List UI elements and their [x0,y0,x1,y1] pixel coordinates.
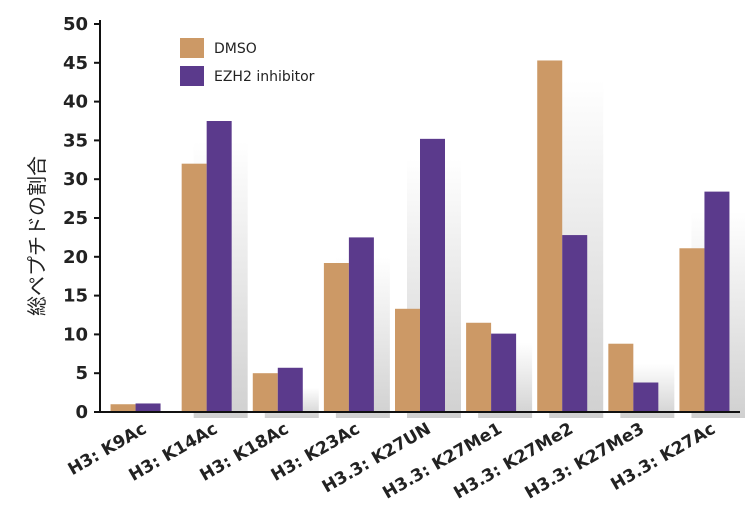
legend: DMSO EZH2 inhibitor [160,33,345,95]
legend-swatch-ezh2-inhibitor [180,66,204,86]
y-tick-label: 50 [63,14,88,35]
legend-label-ezh2-inhibitor: EZH2 inhibitor [214,69,315,85]
bar-dmso-h3-3-k27me2 [537,60,563,413]
bar-ezh2-inhibitor-h3-3-k27ac [704,191,730,412]
y-axis-label: 総ペプチドの割合 [25,156,49,316]
x-tick-label: H3.3: K27Me2 [451,419,577,503]
y-tick-label: 25 [63,208,88,229]
y-tick-labels: 0 5 10 15 20 25 30 35 40 45 50 [63,14,88,423]
axes [94,20,740,413]
bar-ezh2-inhibitor-h3-k23ac [348,237,374,412]
bar-dmso-h3-3-k27me3 [608,343,634,412]
y-tick-label: 20 [63,247,88,268]
bar-ezh2-inhibitor-h3-3-k27un [420,138,445,412]
bar-ezh2-inhibitor-h3-3-k27me1 [491,333,517,412]
bar-dmso-h3-k14ac [181,163,207,412]
bar-ezh2-inhibitor-h3-k18ac [277,367,303,412]
bar-dmso-h3-k9ac [110,404,136,412]
y-tick-label: 15 [63,286,88,307]
y-tick-label: 40 [63,92,88,113]
y-tick-label: 30 [63,169,88,190]
legend-swatch-dmso [180,38,204,58]
y-tick-label: 35 [63,130,88,151]
bar-dmso-h3-k23ac [323,263,349,412]
x-tick-label: H3.3: K27Me1 [379,419,505,503]
bar-dmso-h3-3-k27me1 [466,322,492,412]
bar-ezh2-inhibitor-h3-k14ac [206,121,232,412]
y-tick-label: 10 [63,324,88,345]
y-tick-label: 5 [75,363,88,384]
bar-ezh2-inhibitor-h3-k9ac [135,403,161,412]
bar-dmso-h3-k18ac [252,373,278,412]
bar-ezh2-inhibitor-h3-3-k27me2 [562,235,588,412]
bar-dmso-h3-3-k27un [395,308,420,412]
y-tick-label: 0 [75,402,88,423]
y-tick-label: 45 [63,53,88,74]
legend-label-dmso: DMSO [214,41,257,57]
bar-ezh2-inhibitor-h3-3-k27me3 [633,382,659,412]
x-tick-label: H3.3: K27Me3 [522,419,648,503]
bar-dmso-h3-3-k27ac [679,248,705,412]
bars [110,60,730,413]
